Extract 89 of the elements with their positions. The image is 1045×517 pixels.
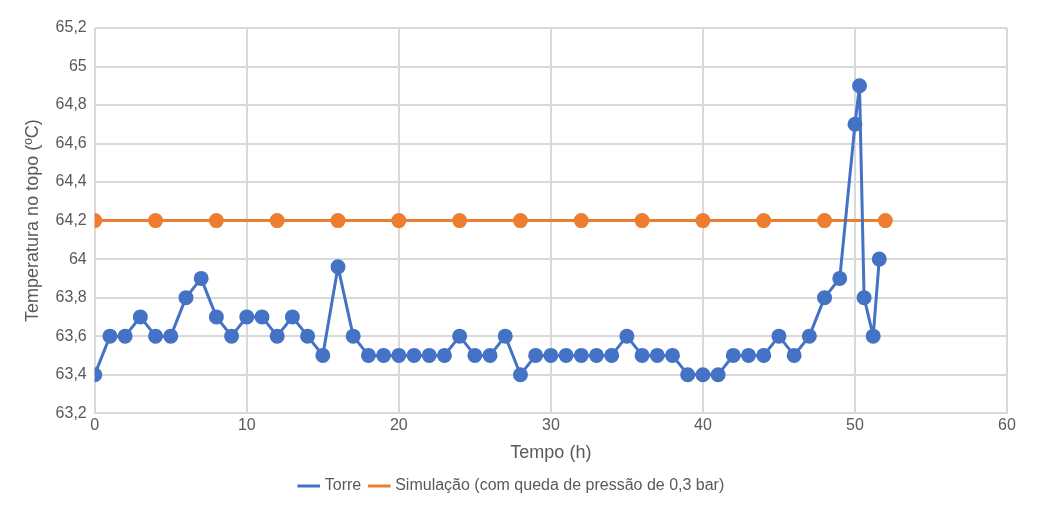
point <box>877 213 893 229</box>
y-tick-label: 64,4 <box>55 172 87 190</box>
legend-label: Torre <box>324 476 362 494</box>
legend-label: Simulação (com queda de pressão de 0,3 bar) <box>395 476 725 494</box>
point <box>558 347 574 363</box>
point <box>543 347 559 363</box>
y-tick-label: 65 <box>68 56 87 74</box>
point <box>391 213 407 229</box>
point <box>497 328 513 344</box>
x-tick-label: 60 <box>998 416 1016 434</box>
y-tick-label: 63,2 <box>55 403 87 421</box>
point <box>756 347 772 363</box>
point <box>315 347 331 363</box>
y-tick-label: 64,2 <box>55 211 87 229</box>
point <box>102 328 118 344</box>
point <box>436 347 452 363</box>
point <box>528 347 544 363</box>
point <box>193 270 209 286</box>
point <box>254 309 270 325</box>
point <box>573 347 589 363</box>
point <box>406 347 422 363</box>
x-tick-label: 0 <box>90 416 100 434</box>
point <box>300 328 316 344</box>
point <box>710 367 726 383</box>
point <box>573 213 589 229</box>
point <box>132 309 148 325</box>
point <box>604 347 620 363</box>
point <box>588 347 604 363</box>
point <box>452 328 468 344</box>
point <box>512 213 528 229</box>
point <box>224 328 240 344</box>
point <box>148 213 164 229</box>
point <box>695 367 711 383</box>
point <box>163 328 179 344</box>
point <box>269 213 285 229</box>
y-tick-label: 63,6 <box>55 326 87 344</box>
point <box>512 367 528 383</box>
point <box>634 347 650 363</box>
point <box>649 347 665 363</box>
point <box>330 213 346 229</box>
point <box>117 328 133 344</box>
point <box>856 290 872 306</box>
point <box>634 213 650 229</box>
point <box>284 309 300 325</box>
point <box>619 328 635 344</box>
point <box>665 347 681 363</box>
point <box>771 328 787 344</box>
point <box>832 270 848 286</box>
y-tick-label: 63,8 <box>55 288 87 306</box>
point <box>741 347 757 363</box>
x-tick-label: 50 <box>846 416 864 434</box>
point <box>680 367 696 383</box>
point <box>360 347 376 363</box>
point <box>421 347 437 363</box>
point <box>852 78 868 94</box>
point <box>208 213 224 229</box>
y-tick-label: 64 <box>68 249 87 267</box>
point <box>391 347 407 363</box>
y-axis-title: Temperatura no topo (ºC) <box>21 119 42 322</box>
point <box>269 328 285 344</box>
point <box>725 347 741 363</box>
point <box>239 309 255 325</box>
point <box>756 213 772 229</box>
x-tick-label: 30 <box>541 416 560 434</box>
y-tick-label: 65,2 <box>55 18 87 36</box>
point <box>817 213 833 229</box>
y-tick-label: 63,4 <box>55 365 87 383</box>
x-tick-label: 10 <box>237 416 256 434</box>
y-tick-label: 64,6 <box>55 133 87 151</box>
point <box>847 116 863 132</box>
point <box>376 347 392 363</box>
point <box>330 259 346 275</box>
point <box>467 347 483 363</box>
x-tick-label: 20 <box>389 416 408 434</box>
point <box>801 328 817 344</box>
point <box>178 290 194 306</box>
point <box>208 309 224 325</box>
point <box>695 213 711 229</box>
y-tick-label: 64,8 <box>55 95 87 113</box>
point <box>817 290 833 306</box>
point <box>148 328 164 344</box>
point <box>452 213 468 229</box>
x-tick-label: 40 <box>694 416 712 434</box>
point <box>865 328 881 344</box>
point <box>786 347 802 363</box>
point <box>345 328 361 344</box>
x-axis-title: Tempo (h) <box>510 442 592 463</box>
point <box>482 347 498 363</box>
point <box>871 251 887 267</box>
